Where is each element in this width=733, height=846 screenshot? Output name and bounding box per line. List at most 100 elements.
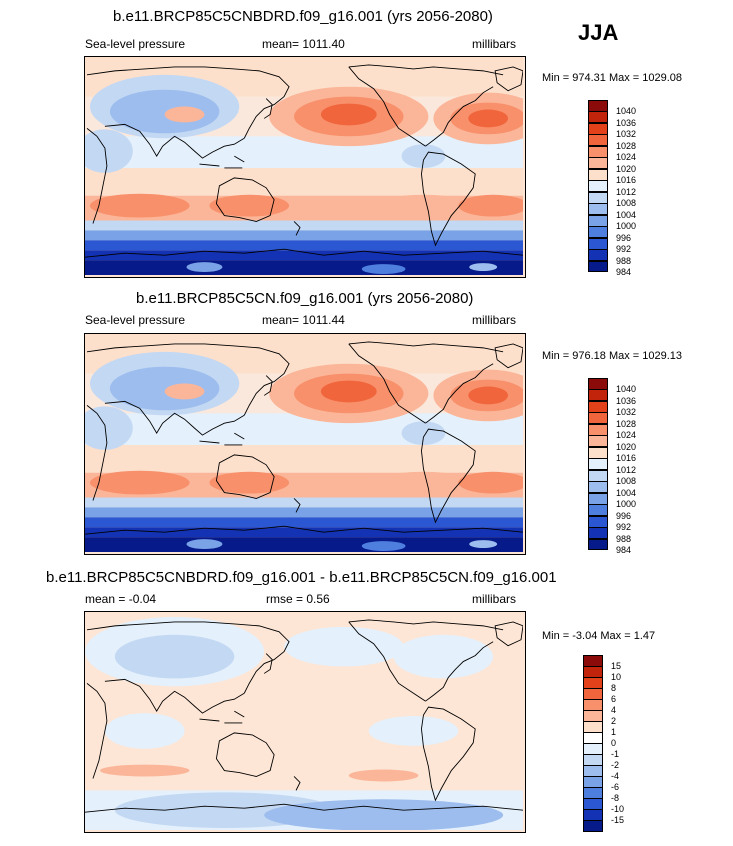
panel3-map	[84, 611, 526, 833]
colorbar0-swatch	[588, 260, 608, 273]
asian-low-core	[109, 366, 220, 411]
pressure-band	[85, 230, 523, 241]
panel2-map-canvas	[85, 334, 523, 552]
pressure-band	[85, 527, 523, 538]
colorbar2-tick-label: 2	[611, 716, 617, 726]
colorbar0-tick-label: 992	[616, 244, 632, 255]
colorbar1-tick-label: 1036	[616, 395, 637, 406]
pressure-band	[85, 507, 523, 518]
colorbar0-swatch	[588, 237, 608, 250]
difference-negative-region	[393, 634, 494, 679]
tibet-plateau-high	[164, 383, 205, 400]
colorbar0-tick-label: 1016	[616, 175, 637, 186]
coastline	[293, 498, 301, 513]
coastline	[425, 86, 494, 147]
colorbar2-swatch	[583, 677, 603, 689]
coastline	[85, 803, 523, 813]
coastline	[199, 710, 245, 724]
colorbar0-tick-label: 1024	[616, 152, 637, 163]
colorbar0-swatch	[588, 191, 608, 204]
colorbar2-tick-label: 0	[611, 738, 617, 748]
coastline	[425, 363, 494, 424]
pacific-high-core	[320, 103, 377, 126]
panel2-map	[84, 333, 526, 555]
difference-negative-region	[284, 626, 404, 667]
pressure-band	[85, 220, 523, 231]
colorbar0-tick-label: 996	[616, 232, 632, 243]
colorbar1-swatch	[588, 515, 608, 528]
antarctic-spot	[186, 262, 223, 273]
coastline	[199, 432, 245, 446]
colorbar0-tick-label: 1000	[616, 221, 637, 232]
colorbar1-swatch	[588, 435, 608, 448]
colorbar2-tick-label: -4	[611, 771, 620, 781]
colorbar0-tick-label: 1020	[616, 163, 637, 174]
colorbar2-swatch	[583, 666, 603, 678]
colorbar1-tick-label: 1024	[616, 430, 637, 441]
colorbar2-swatch	[583, 655, 603, 667]
pressure-band	[85, 136, 523, 168]
colorbar2-tick-label: -1	[611, 749, 620, 759]
colorbar2-tick-label: 6	[611, 694, 617, 704]
atlantic-high-core	[468, 109, 509, 128]
coastline	[425, 641, 494, 702]
difference-negative-region	[104, 713, 185, 749]
coastline	[293, 776, 301, 791]
colorbar0-tick-label: 984	[616, 267, 632, 277]
colorbar2-swatch	[583, 809, 603, 821]
panel2-title: b.e11.BRCP85C5CN.f09_g16.001 (yrs 2056-2…	[136, 290, 474, 307]
coastline	[293, 221, 301, 236]
difference-positive-region	[348, 769, 419, 782]
coastline	[104, 678, 245, 714]
colorbar2-tick-label: -10	[611, 804, 625, 814]
season-label: JJA	[578, 20, 619, 45]
colorbar0-swatch	[588, 214, 608, 227]
pressure-band	[85, 240, 523, 251]
coastline	[421, 151, 476, 247]
colorbar1-swatch	[588, 504, 608, 517]
colorbar2-tick-label: -8	[611, 793, 620, 803]
colorbar1-tick-label: 1008	[616, 476, 637, 487]
colorbar0-swatch	[588, 226, 608, 239]
colorbar1-swatch	[588, 492, 608, 505]
antarctic-spot	[361, 541, 406, 552]
south-atlantic-high	[458, 471, 523, 494]
colorbar1-swatch	[588, 423, 608, 436]
south-indian-high	[89, 193, 190, 218]
colorbar2-swatch	[583, 699, 603, 711]
panel3-minmax: Min = -3.04 Max = 1.47	[542, 630, 656, 642]
colorbar2-swatch	[583, 743, 603, 755]
colorbar2-swatch	[583, 798, 603, 810]
coastline	[263, 653, 273, 674]
colorbar0-swatch	[588, 100, 608, 112]
panel1-variable-label: Sea-level pressure	[85, 37, 186, 51]
coastline	[348, 621, 426, 702]
colorbar1-tick-label: 996	[616, 510, 632, 521]
coastline	[348, 341, 504, 353]
coastline	[215, 454, 275, 499]
colorbar2-swatch	[583, 820, 603, 832]
colorbar2-tick-label: 10	[611, 672, 622, 682]
panel2-colorbar: 1040 1036 1032 1028 1024 1020 1016 1012 1008 1004…	[588, 378, 636, 555]
colorbar1-tick-label: 1000	[616, 499, 637, 510]
colorbar1-swatch	[588, 538, 608, 551]
colorbar2-tick-label: -15	[611, 815, 625, 825]
colorbar0-tick-label: 1032	[616, 129, 637, 140]
colorbar1-tick-label: 984	[616, 545, 632, 555]
pressure-band	[85, 537, 523, 552]
colorbar1-tick-label: 1028	[616, 418, 637, 429]
coastline	[494, 621, 523, 647]
colorbar1-tick-label: 1040	[616, 384, 637, 395]
coastline	[86, 343, 290, 416]
panel1-units-label: millibars	[472, 37, 517, 51]
colorbar2-tick-label: 15	[611, 661, 622, 671]
difference-negative-region	[114, 634, 235, 679]
pacific-high-core	[320, 380, 377, 403]
colorbar1-swatch	[588, 527, 608, 540]
antarctic-spot	[361, 264, 406, 275]
coastline	[263, 375, 273, 396]
mexico-low	[401, 144, 446, 168]
coastline	[86, 621, 290, 694]
mexico-low	[401, 421, 446, 445]
antarctic-spot	[469, 540, 498, 549]
